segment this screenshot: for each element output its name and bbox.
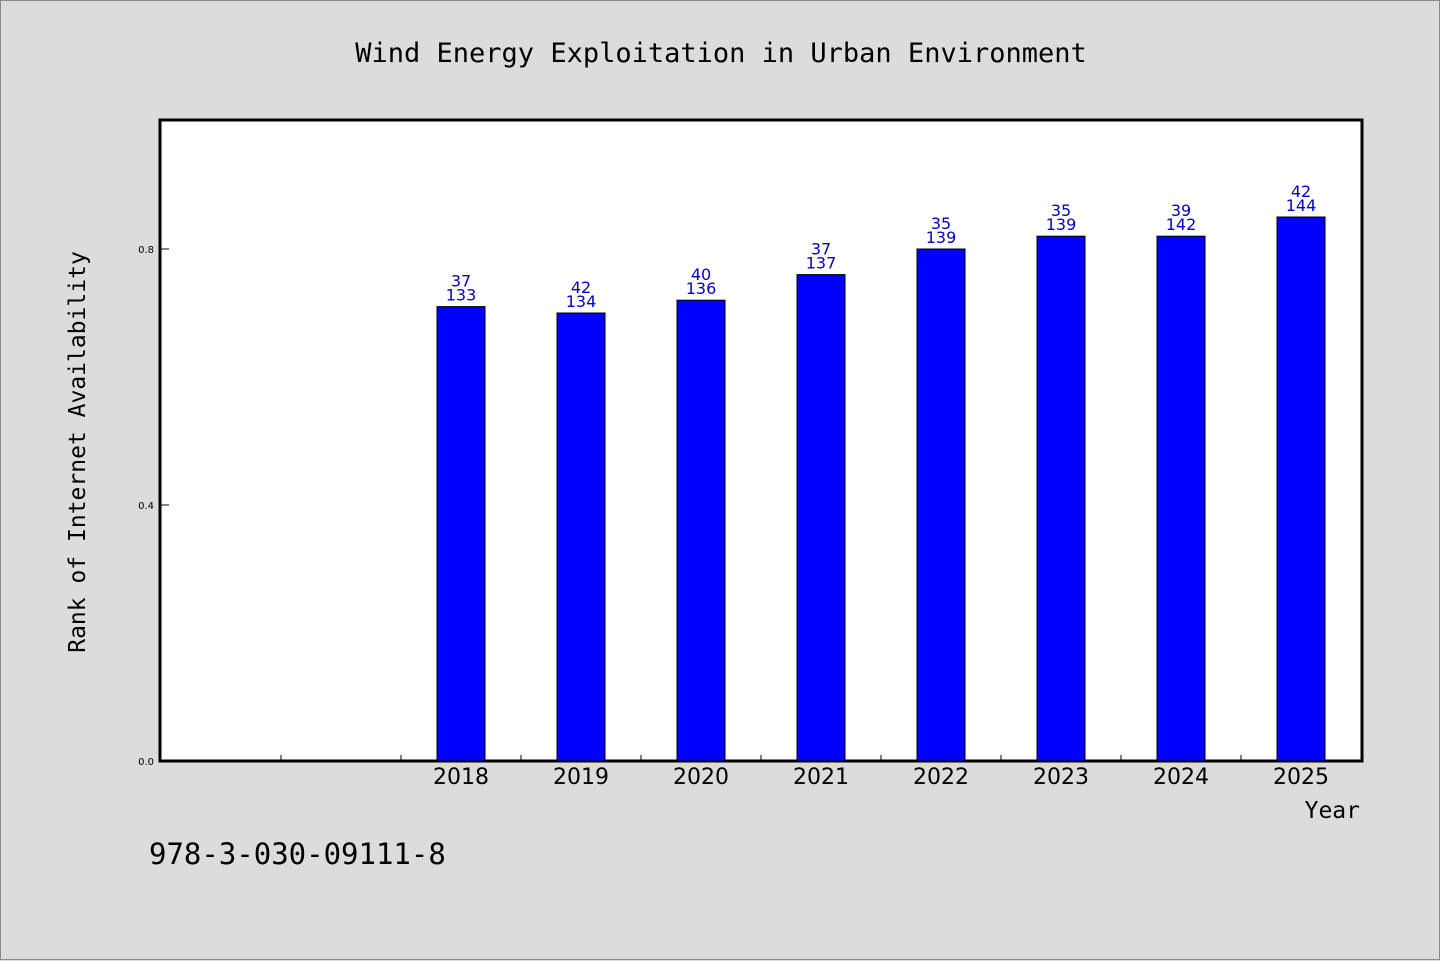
data-label-top-2018: 37 xyxy=(451,272,471,291)
bar-2023 xyxy=(1036,235,1086,762)
data-label-top-2019: 42 xyxy=(571,278,591,297)
x-tick-label-2022: 2022 xyxy=(913,765,969,790)
x-tick-label-2024: 2024 xyxy=(1153,765,1209,790)
y-axis-label: Rank of Internet Availability xyxy=(65,251,91,653)
data-label-top-2021: 37 xyxy=(811,240,831,259)
data-label-top-2022: 35 xyxy=(931,214,951,233)
y-tick-label: 0.8 xyxy=(138,245,154,256)
bars-layer xyxy=(436,216,1326,762)
data-label-top-2020: 40 xyxy=(691,265,711,284)
isbn-footnote: 978-3-030-09111-8 xyxy=(149,837,446,871)
data-label-bottom-2025: 144 xyxy=(1286,196,1317,215)
bar-2018 xyxy=(436,306,486,762)
x-axis-label: Year xyxy=(1305,798,1360,824)
y-tick-label: 0.4 xyxy=(138,501,154,512)
data-label-bottom-2021: 137 xyxy=(806,254,837,273)
data-label-bottom-2022: 139 xyxy=(926,228,957,247)
bar-2021 xyxy=(796,274,846,762)
data-label-top-2024: 39 xyxy=(1171,201,1191,220)
bar-2022 xyxy=(916,248,966,762)
bar-2019 xyxy=(556,312,606,762)
x-tick-label-2023: 2023 xyxy=(1033,765,1089,790)
bar-2024 xyxy=(1156,235,1206,762)
data-label-bottom-2018: 133 xyxy=(446,286,477,305)
data-label-bottom-2023: 139 xyxy=(1046,215,1077,234)
x-tick-label-2025: 2025 xyxy=(1273,765,1329,790)
y-tick-label: 0.0 xyxy=(138,757,154,768)
x-tick-label-2019: 2019 xyxy=(553,765,609,790)
bar-2025 xyxy=(1276,216,1326,762)
data-label-bottom-2024: 142 xyxy=(1166,215,1197,234)
x-axis: 2018 2019 2020 2021 2022 2023 2024 2025 xyxy=(280,755,1329,790)
x-tick-label-2020: 2020 xyxy=(673,765,729,790)
data-label-bottom-2019: 134 xyxy=(566,292,597,311)
data-label-top-2025: 42 xyxy=(1291,182,1311,201)
bar-2020 xyxy=(676,299,726,762)
x-tick-label-2018: 2018 xyxy=(433,765,489,790)
chart-title: Wind Energy Exploitation in Urban Enviro… xyxy=(355,38,1087,69)
x-tick-label-2021: 2021 xyxy=(793,765,849,790)
data-label-bottom-2020: 136 xyxy=(686,279,717,298)
data-label-top-2023: 35 xyxy=(1051,201,1071,220)
y-axis: 0.0 0.4 0.8 xyxy=(138,245,169,768)
